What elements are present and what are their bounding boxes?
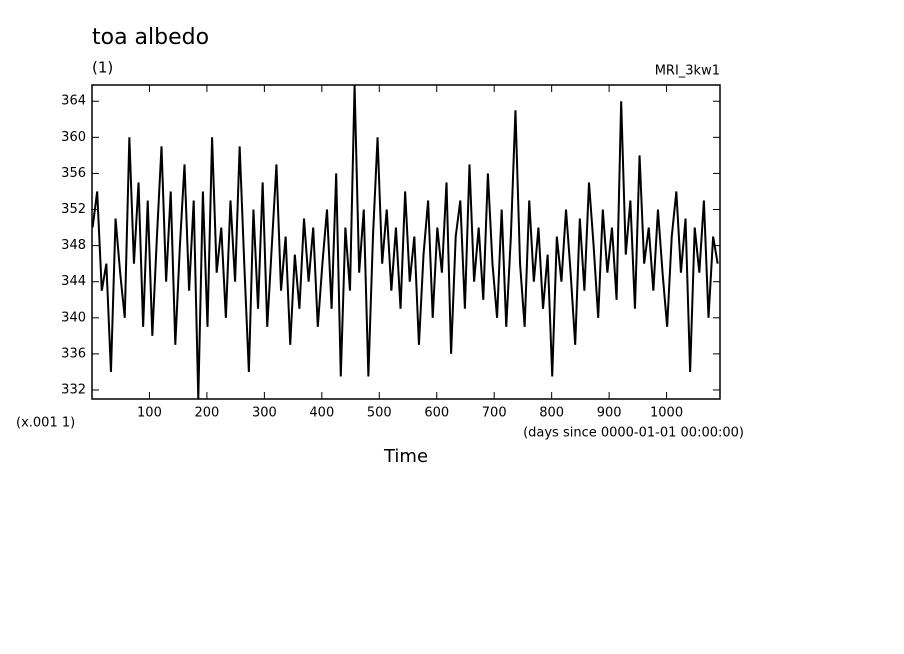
y-tick-label: 364 (61, 94, 86, 109)
model-label: MRI_3kw1 (655, 64, 720, 79)
x-tick-label: 1000 (650, 406, 683, 421)
x-tick-label: 500 (367, 406, 392, 421)
chart-title: toa albedo (92, 25, 209, 50)
y-tick-label: 360 (61, 130, 86, 145)
y-tick-label: 340 (61, 310, 86, 325)
y-tick-label: 336 (61, 346, 86, 361)
data-line (91, 84, 719, 400)
x-tick-label: 700 (482, 406, 507, 421)
y-scale-label: (x.001 1) (16, 416, 75, 431)
x-tick-label: 800 (539, 406, 564, 421)
x-tick-label: 900 (597, 406, 622, 421)
x-tick-label: 400 (309, 406, 334, 421)
x-tick-label: 300 (252, 406, 277, 421)
x-tick-label: 100 (137, 406, 162, 421)
x-axis-label: Time (383, 446, 428, 467)
y-tick-label: 348 (61, 238, 86, 253)
x-tick-label: 200 (194, 406, 219, 421)
y-tick-label: 352 (61, 202, 86, 217)
y-tick-label: 344 (61, 274, 86, 289)
x-tick-label: 600 (424, 406, 449, 421)
chart-subtitle: (1) (92, 59, 113, 77)
y-tick-label: 332 (61, 382, 86, 397)
x-units-label: (days since 0000-01-01 00:00:00) (523, 426, 744, 441)
plot-frame (91, 84, 721, 400)
y-tick-label: 356 (61, 166, 86, 181)
